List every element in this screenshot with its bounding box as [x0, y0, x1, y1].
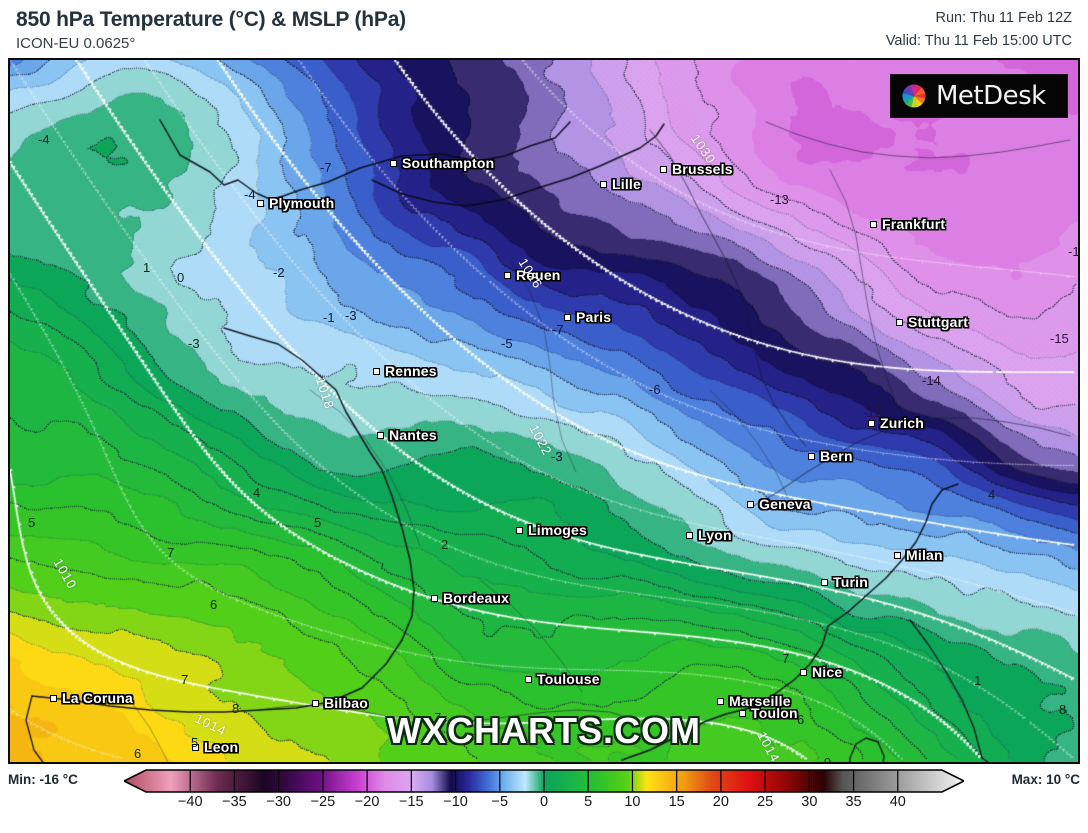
colorbar	[124, 768, 964, 794]
map-panel[interactable]: Southampton Plymouth Lille Brussels Frankfur…	[8, 58, 1080, 764]
colorbar-tick-12: 20	[712, 794, 729, 810]
pinwheel-icon	[902, 84, 926, 108]
colorbar-tick-16: 40	[889, 794, 906, 810]
colorbar-tick-1: −35	[222, 794, 247, 810]
colorbar-tick-11: 15	[668, 794, 685, 810]
colorbar-tick-7: −5	[491, 794, 509, 810]
metdesk-logo-text: MetDesk	[936, 81, 1046, 111]
colorbar-legend: Min: -16 °C Max: 10 °C −40 −35 −30 −25 −20 −1…	[0, 766, 1088, 833]
colorbar-tick-3: −25	[310, 794, 336, 810]
run-time-label: Run: Thu 11 Feb 12Z	[935, 10, 1073, 26]
model-subtitle: ICON-EU 0.0625°	[16, 35, 136, 52]
colorbar-svg	[124, 769, 964, 793]
colorbar-tick-9: 5	[584, 794, 593, 810]
colorbar-tick-15: 35	[845, 794, 862, 810]
colorbar-tick-10: 10	[624, 794, 641, 810]
colorbar-tick-4: −20	[354, 794, 380, 810]
valid-time-label: Valid: Thu 11 Feb 15:00 UTC	[885, 33, 1072, 49]
colorbar-tick-8: 0	[539, 794, 549, 810]
colorbar-tick-5: −15	[399, 794, 424, 810]
metdesk-logo[interactable]: MetDesk	[890, 74, 1068, 118]
temperature-map-canvas[interactable]	[10, 60, 1078, 762]
colorbar-tick-13: 25	[757, 794, 774, 810]
colorbar-tick-6: −10	[443, 794, 468, 810]
legend-max-label: Max: 10 °C	[1011, 772, 1080, 787]
chart-header: 850 hPa Temperature (°C) & MSLP (hPa) IC…	[0, 0, 1088, 56]
colorbar-tick-labels: −40 −35 −30 −25 −20 −15 −10 −5 0 5 10 15 20 25 30 35 40	[124, 794, 964, 818]
legend-min-label: Min: -16 °C	[8, 772, 78, 787]
page-title: 850 hPa Temperature (°C) & MSLP (hPa)	[16, 8, 406, 31]
colorbar-tick-14: 30	[801, 794, 818, 810]
colorbar-tick-2: −30	[266, 794, 291, 810]
colorbar-tick-0: −40	[177, 794, 203, 810]
